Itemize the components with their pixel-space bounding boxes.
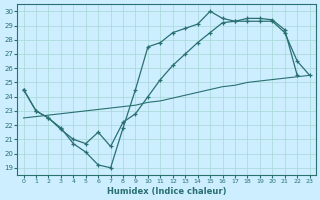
X-axis label: Humidex (Indice chaleur): Humidex (Indice chaleur)	[107, 187, 226, 196]
